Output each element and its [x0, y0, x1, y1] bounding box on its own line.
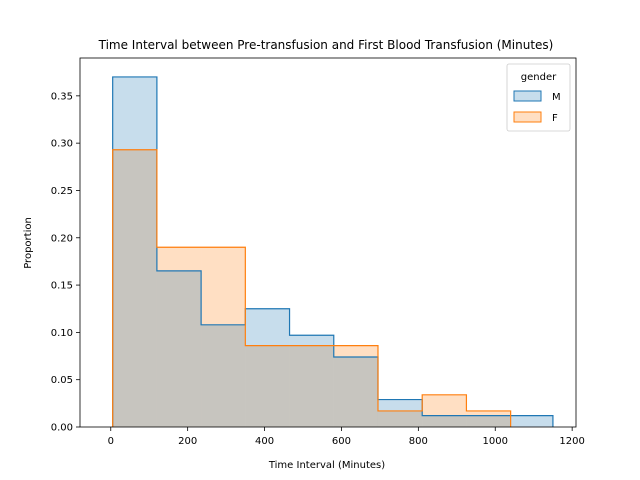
- bar-f-5: [333, 345, 378, 427]
- y-tick-label: 0.30: [51, 139, 73, 150]
- x-tick-label: 600: [332, 436, 351, 447]
- axes-frame: [79, 57, 577, 428]
- legend-swatch-f: [513, 111, 542, 123]
- bar-f-7: [422, 394, 467, 427]
- bar-f-2: [201, 247, 246, 427]
- x-tick-label: 0: [108, 436, 114, 447]
- y-tick-label: 0.35: [51, 91, 73, 102]
- y-tick-label: 0.05: [51, 375, 73, 386]
- bar-m-5: [333, 356, 378, 427]
- y-tick-label: 0.00: [51, 423, 73, 434]
- bar-f-3: [245, 345, 290, 427]
- x-axis-label: Time Interval (Minutes): [268, 460, 385, 471]
- ticks: 0 200 400 600 800 1000 1200 0.00 0.05 0.10 0.15 0.2…: [51, 91, 585, 447]
- bar-m-4: [289, 335, 334, 427]
- series-m-bars: [112, 76, 553, 427]
- chart-title: Time Interval between Pre-transfusion an…: [98, 38, 554, 52]
- bar-m-0: [112, 76, 157, 427]
- bar-f-0: [112, 149, 157, 427]
- legend-swatch-m: [513, 90, 542, 102]
- plot-area: [112, 76, 554, 427]
- bar-f-8: [466, 410, 511, 427]
- legend-label-m: M: [552, 92, 561, 103]
- y-axis-label: Proportion: [23, 217, 34, 269]
- bar-f-6: [377, 410, 423, 427]
- y-tick-label: 0.15: [51, 281, 73, 292]
- legend: gender MF: [506, 63, 571, 132]
- series-outlines: [112, 76, 554, 427]
- y-tick-label: 0.25: [51, 186, 73, 197]
- x-tick-label: 800: [409, 436, 428, 447]
- x-tick-label: 200: [178, 436, 197, 447]
- bar-m-1: [156, 270, 202, 427]
- legend-title: gender: [521, 72, 557, 83]
- bar-m-2: [201, 324, 246, 427]
- bar-m-8: [466, 415, 511, 427]
- outline-f: [112, 149, 512, 427]
- bar-m-6: [377, 399, 423, 427]
- x-tick-label: 1200: [559, 436, 584, 447]
- legend-box: [506, 63, 571, 132]
- bar-m-9: [510, 415, 553, 427]
- x-tick-label: 1000: [483, 436, 508, 447]
- x-tick-label: 400: [255, 436, 274, 447]
- y-tick-label: 0.10: [51, 328, 73, 339]
- axes: [79, 57, 577, 428]
- bar-m-3: [245, 308, 290, 427]
- bar-m-7: [422, 415, 467, 427]
- series-f-bars: [112, 149, 511, 427]
- outline-m: [112, 76, 554, 427]
- legend-label-f: F: [552, 113, 558, 124]
- bar-f-1: [156, 247, 202, 427]
- bar-f-4: [289, 345, 334, 427]
- y-tick-label: 0.20: [51, 233, 73, 244]
